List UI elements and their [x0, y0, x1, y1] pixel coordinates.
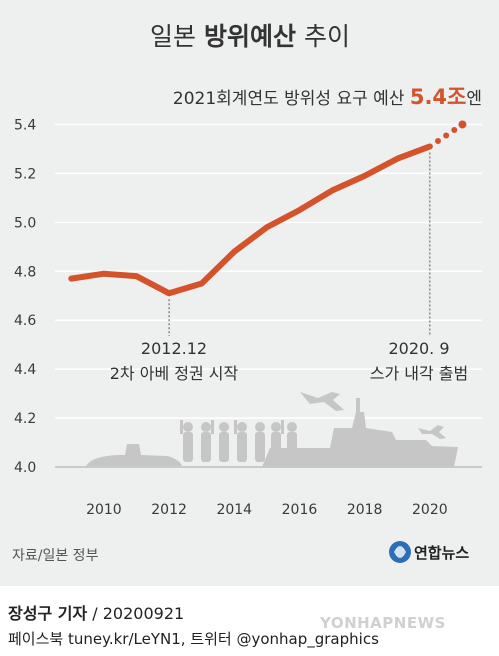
x-tick-label: 2020 [412, 502, 448, 518]
x-tick-label: 2010 [86, 502, 122, 518]
chart-panel: 일본 방위예산 추이 4.0 4.2 4.4 4.6 4.8 5.0 5.2 5.4 2010… [0, 0, 499, 586]
y-tick-label: 4.8 [14, 264, 36, 280]
suga-date-label: 2020. 9 [388, 339, 449, 358]
byline-date: / 20200921 [87, 604, 185, 623]
projection-dot [451, 126, 458, 133]
chart-canvas: 일본 방위예산 추이 4.0 4.2 4.4 4.6 4.8 5.0 5.2 5.4 2010… [12, 22, 482, 564]
source-label: 자료/일본 정부 [12, 548, 99, 564]
suga-event-label: 스가 내각 출범 [370, 364, 469, 383]
y-tick-label: 4.2 [14, 411, 36, 427]
projection-dot [443, 132, 450, 139]
footer [0, 586, 499, 656]
y-tick-label: 5.4 [14, 117, 36, 133]
projection-dots [434, 120, 467, 144]
x-tick-label: 2014 [216, 502, 252, 518]
y-tick-label: 4.4 [14, 362, 36, 378]
projection-dot [434, 137, 441, 144]
abe-event-label: 2차 아베 정권 시작 [110, 364, 239, 383]
logo-text: 연합뉴스 [414, 544, 469, 562]
y-tick-label: 5.0 [14, 215, 36, 231]
abe-date-label: 2012.12 [141, 339, 207, 358]
y-tick-label: 4.6 [14, 313, 36, 329]
byline: 장성구 기자 / 20200921 [8, 600, 184, 624]
military-silhouette [86, 392, 458, 467]
grid [55, 123, 482, 468]
x-tick-label: 2016 [282, 502, 318, 518]
y-tick-label: 5.2 [14, 166, 36, 182]
watermark: YONHAPNEWS [320, 614, 446, 632]
budget-callout: 2021회계연도 방위성 요구 예산 5.4조엔 [173, 85, 482, 109]
y-tick-labels: 4.0 4.2 4.4 4.6 4.8 5.0 5.2 5.4 [14, 117, 36, 476]
x-tick-label: 2012 [151, 502, 187, 518]
chart-title: 일본 방위예산 추이 [150, 22, 350, 51]
budget-line [68, 143, 433, 297]
social-links: 페이스북 tuney.kr/LeYN1, 트위터 @yonhap_graphic… [8, 630, 379, 648]
x-tick-labels: 2010 2012 2014 2016 2018 2020 [86, 502, 448, 518]
y-tick-label: 4.0 [14, 460, 36, 476]
projection-dot [458, 120, 467, 129]
author-name: 장성구 기자 [8, 604, 88, 623]
yonhap-logo: 연합뉴스 [389, 541, 469, 563]
x-tick-label: 2018 [347, 502, 383, 518]
